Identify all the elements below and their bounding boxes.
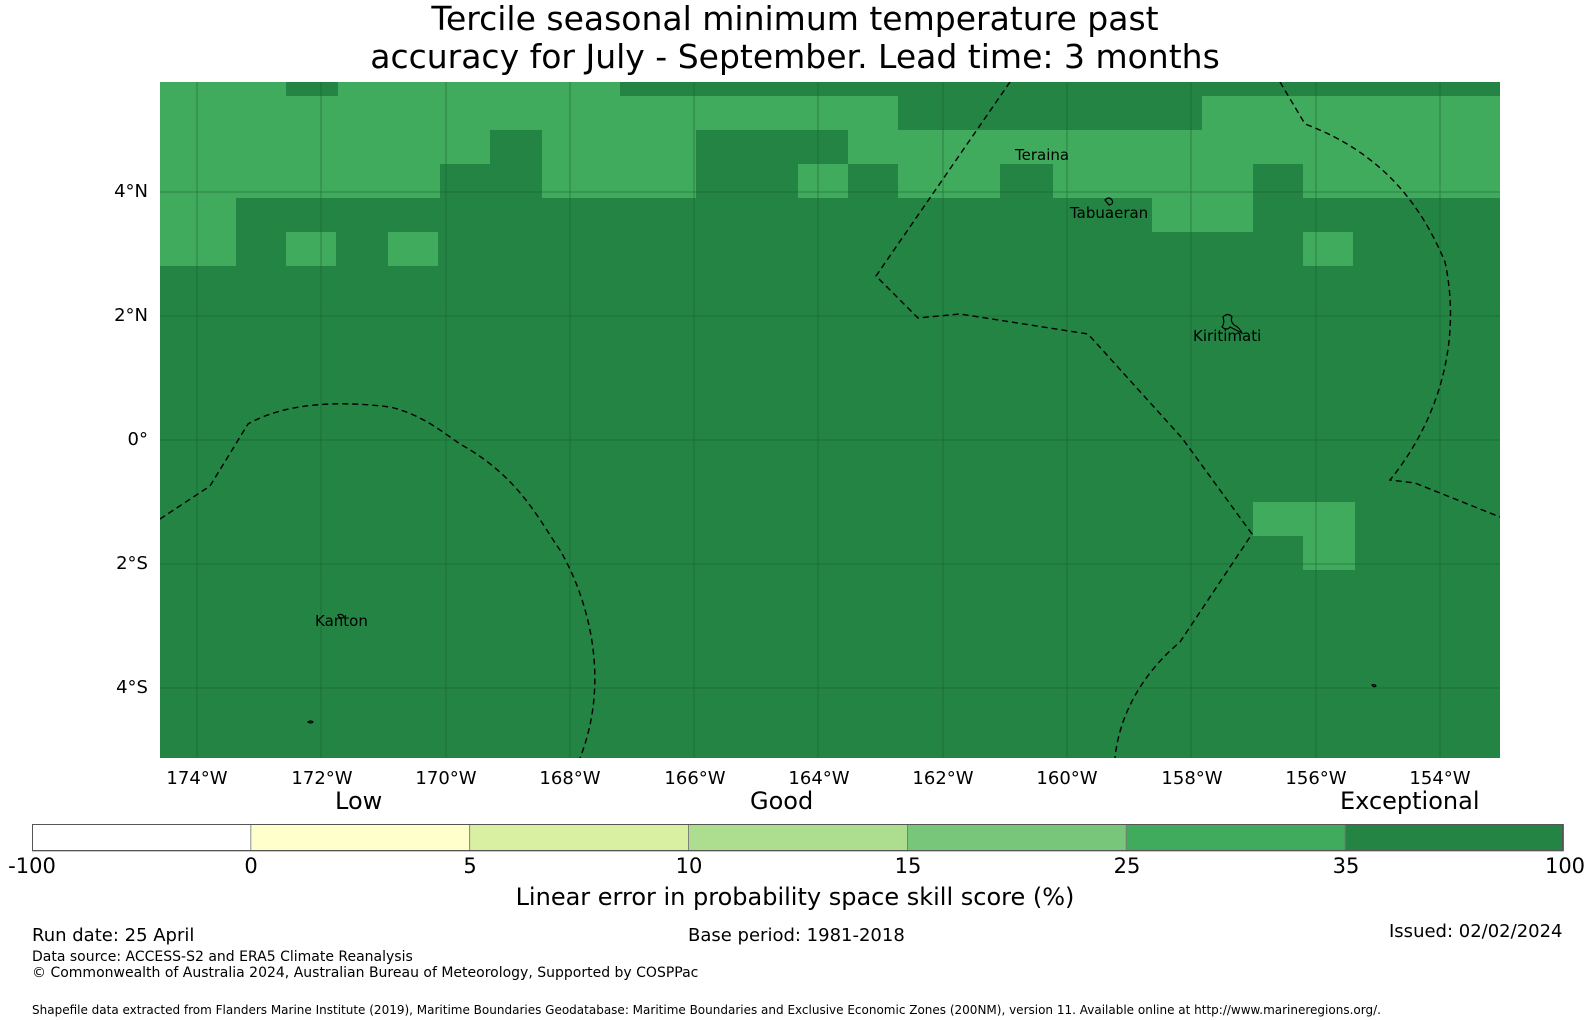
high-skill-cell [798,164,848,198]
colorbar-segment [32,824,252,852]
colorbar-tick-100: 100 [1544,854,1586,878]
high-skill-cell [1353,164,1500,198]
lat-label-2n: 2°N [114,305,148,326]
colorbar-tick-35: 35 [1332,854,1360,878]
high-skill-cell [160,96,898,130]
place-label-teraina: Teraina [1014,146,1069,164]
base-period: Base period: 1981-2018 [688,925,905,946]
island-small-1 [306,720,314,724]
lon-label-172w: 172°W [291,768,353,789]
high-skill-cell [1303,536,1355,570]
colorbar-segment [1125,824,1346,852]
place-label-tabuaeran: Tabuaeran [1069,204,1148,222]
high-skill-cell [898,130,1202,164]
title-line-2: accuracy for July - September. Lead time… [370,37,1220,76]
colorbar [32,824,1564,852]
high-skill-cell [1253,502,1355,536]
high-skill-cell [160,232,236,266]
run-date: Run date: 25 April [32,925,195,946]
high-skill-cell [1202,96,1500,130]
high-skill-cell [1303,130,1500,164]
issued-date: Issued: 02/02/2024 [1389,921,1563,942]
colorbar-segment [469,824,689,852]
colorbar-segment [1344,824,1564,852]
eez-boundary-east [1279,82,1500,518]
lon-label-164w: 164°W [788,768,850,789]
lat-label-4n: 4°N [114,181,148,202]
lon-label-158w: 158°W [1161,768,1223,789]
colorbar-tick-5: 5 [463,854,477,878]
colorbar-segment [250,824,471,852]
high-skill-cell [1152,198,1253,232]
island-kiritimati [1221,313,1244,335]
colorbar-label: Linear error in probability space skill … [515,883,1075,911]
map-title: Tercile seasonal minimum temperature pas… [0,0,1590,76]
colorbar-tick-0: 0 [244,854,258,878]
colorbar-segment [907,824,1127,852]
eez-boundaries [160,82,1500,758]
graticule [160,82,1500,758]
lat-label-0: 0° [127,429,148,450]
high-skill-cell [388,232,438,266]
eez-boundary-west [160,403,596,758]
island-small-2 [1371,684,1377,688]
category-good: Good [750,787,814,815]
copyright: © Commonwealth of Australia 2024, Austra… [32,965,699,981]
title-line-1: Tercile seasonal minimum temperature pas… [431,0,1159,38]
colorbar-tick-25: 25 [1113,854,1141,878]
high-skill-cells [160,82,1500,570]
high-skill-cell [338,82,620,96]
eez-boundary-line-islands [875,82,1253,758]
island-tabuaeran [1104,197,1114,206]
high-skill-cell [160,130,490,164]
high-skill-cell [286,232,336,266]
lat-label-4s: 4°S [116,677,148,698]
lat-label-2s: 2°S [116,553,148,574]
high-skill-cell [542,130,696,164]
lon-label-156w: 156°W [1285,768,1347,789]
lon-label-174w: 174°W [166,768,228,789]
high-skill-cell [160,82,286,96]
colorbar-tick-10: 10 [675,854,703,878]
high-skill-cell [160,164,440,198]
high-skill-cell [1303,232,1353,266]
high-skill-cell [542,164,696,198]
lon-label-154w: 154°W [1409,768,1471,789]
category-low: Low [335,787,383,815]
category-exceptional: Exceptional [1340,787,1480,815]
high-skill-cell [160,198,236,232]
high-skill-cell [1053,164,1253,198]
island-kanton [337,613,345,619]
lon-label-168w: 168°W [539,768,601,789]
place-label-kiritimati: Kiritimati [1193,327,1261,345]
island-outlines [306,197,1377,724]
lon-label-166w: 166°W [664,768,726,789]
shapefile-credit: Shapefile data extracted from Flanders M… [32,1003,1381,1017]
lon-label-170w: 170°W [415,768,477,789]
colorbar-segment [688,824,908,852]
lon-label-160w: 160°W [1036,768,1098,789]
colorbar-tick-15: 15 [894,854,922,878]
lon-label-162w: 162°W [912,768,974,789]
skill-score-map: Teraina Tabuaeran Kiritimati Kanton [160,82,1500,758]
high-skill-cell [1303,164,1355,198]
place-label-kanton: Kanton [315,612,368,630]
high-skill-cell [898,164,1000,198]
colorbar-tick-minus100: -100 [8,854,56,878]
data-source: Data source: ACCESS-S2 and ERA5 Climate … [32,949,413,965]
